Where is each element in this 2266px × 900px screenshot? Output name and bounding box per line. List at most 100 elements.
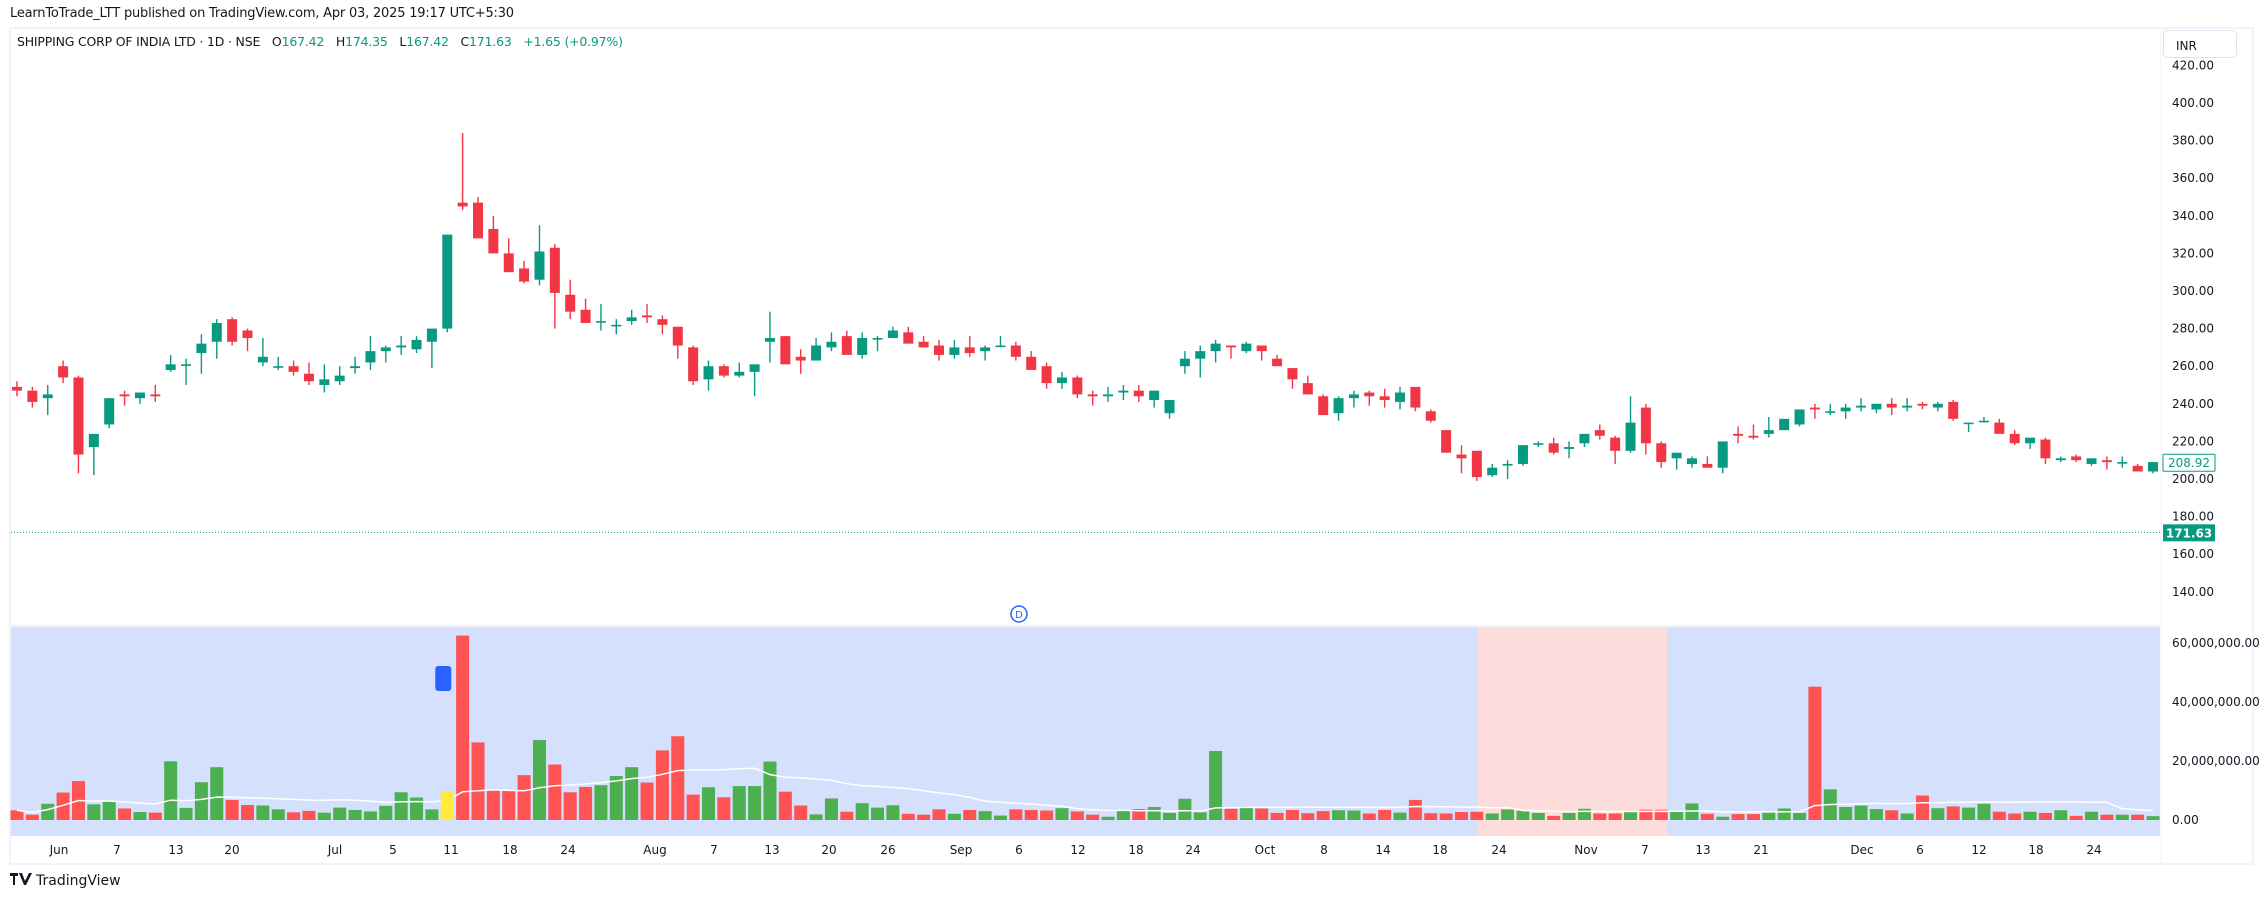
volume-bar[interactable] [1086, 814, 1100, 820]
candle-body[interactable] [227, 319, 238, 342]
candle-body[interactable] [1041, 366, 1052, 384]
candle-body[interactable] [2101, 460, 2112, 463]
candle-body[interactable] [396, 345, 407, 348]
currency-selector[interactable]: INR [2163, 30, 2237, 58]
candle-body[interactable] [1410, 386, 1421, 408]
candle-body[interactable] [1917, 403, 1928, 406]
volume-bar[interactable] [1793, 812, 1807, 820]
candle-body[interactable] [365, 351, 376, 363]
candle-body[interactable] [380, 347, 391, 352]
candle-body[interactable] [934, 345, 945, 355]
volume-bar[interactable] [1408, 799, 1422, 820]
candle-body[interactable] [350, 366, 361, 369]
candle-body[interactable] [473, 202, 484, 239]
candle-body[interactable] [134, 392, 145, 399]
volume-bar[interactable] [194, 782, 208, 820]
candle-body[interactable] [1733, 433, 1744, 436]
candle-body[interactable] [565, 294, 576, 312]
candle-body[interactable] [1149, 390, 1160, 401]
candle-body[interactable] [1302, 383, 1313, 395]
volume-bar[interactable] [1700, 813, 1714, 820]
candle-body[interactable] [1625, 422, 1636, 451]
pane-separator[interactable] [11, 625, 2160, 627]
volume-bar[interactable] [1839, 807, 1853, 820]
event-flag-icon[interactable] [435, 666, 452, 691]
candle-body[interactable] [1364, 392, 1375, 397]
candle-body[interactable] [1840, 407, 1851, 412]
candle-body[interactable] [196, 343, 207, 354]
volume-bar[interactable] [148, 812, 162, 820]
candle-body[interactable] [1517, 445, 1528, 464]
candle-body[interactable] [1702, 463, 1713, 468]
volume-bar[interactable] [778, 791, 792, 820]
volume-bar-highlighted[interactable] [440, 791, 454, 820]
candle-body[interactable] [73, 377, 84, 455]
candle-body[interactable] [1686, 458, 1697, 464]
candle-body[interactable] [1948, 401, 1959, 419]
candle-body[interactable] [1610, 437, 1621, 451]
volume-bar[interactable] [640, 782, 654, 820]
candle-body[interactable] [442, 234, 453, 329]
volume-bar[interactable] [287, 812, 301, 820]
candle-body[interactable] [1579, 433, 1590, 444]
candle-body[interactable] [1809, 407, 1820, 410]
volume-bar[interactable] [87, 804, 101, 820]
candle-body[interactable] [1395, 392, 1406, 402]
candle-body[interactable] [1133, 390, 1144, 397]
candle-body[interactable] [1210, 343, 1221, 352]
volume-bar[interactable] [1132, 809, 1146, 820]
volume-bar[interactable] [471, 742, 485, 820]
candle-body[interactable] [257, 356, 268, 363]
candle-body[interactable] [918, 341, 929, 348]
volume-bar[interactable] [2146, 816, 2160, 820]
candle-body[interactable] [58, 366, 69, 378]
candle-body[interactable] [1471, 450, 1482, 478]
candle-body[interactable] [411, 339, 422, 350]
volume-bar[interactable] [1285, 809, 1299, 820]
candle-body[interactable] [887, 330, 898, 338]
candle-body[interactable] [1548, 443, 1559, 453]
candle-body[interactable] [1487, 467, 1498, 476]
volume-bar[interactable] [56, 792, 70, 820]
candle-body[interactable] [764, 338, 775, 342]
volume-bar[interactable] [1885, 810, 1899, 820]
volume-bar[interactable] [1193, 812, 1207, 820]
volume-bar[interactable] [25, 814, 39, 820]
volume-bar[interactable] [871, 807, 885, 820]
volume-bar[interactable] [794, 805, 808, 820]
candle-body[interactable] [42, 394, 53, 399]
volume-bar[interactable] [1639, 809, 1653, 820]
volume-bar[interactable] [993, 815, 1007, 820]
volume-bar[interactable] [1547, 815, 1561, 820]
dividend-marker-icon[interactable] [1010, 605, 1028, 623]
candle-body[interactable] [242, 330, 253, 338]
volume-bar[interactable] [886, 805, 900, 820]
volume-bar[interactable] [840, 811, 854, 820]
volume-bar[interactable] [625, 767, 639, 820]
candle-body[interactable] [104, 398, 115, 425]
volume-bar[interactable] [1270, 812, 1284, 820]
candle-body[interactable] [1164, 400, 1175, 414]
candle-body[interactable] [1333, 398, 1344, 414]
volume-bar[interactable] [486, 790, 500, 820]
volume-bar[interactable] [1931, 808, 1945, 820]
candle-body[interactable] [811, 345, 822, 361]
volume-bar[interactable] [594, 785, 608, 820]
candle-body[interactable] [319, 379, 330, 385]
candle-body[interactable] [1748, 435, 1759, 438]
candle-body[interactable] [273, 366, 284, 368]
volume-bar[interactable] [978, 811, 992, 820]
volume-bar[interactable] [271, 809, 285, 820]
volume-bar[interactable] [1854, 805, 1868, 820]
candle-body[interactable] [549, 247, 560, 293]
volume-bar[interactable] [2085, 811, 2099, 820]
volume-bar[interactable] [1255, 808, 1269, 820]
volume-bar[interactable] [1501, 809, 1515, 820]
volume-bar[interactable] [1316, 811, 1330, 820]
volume-bar[interactable] [1654, 809, 1668, 820]
volume-bar[interactable] [1454, 812, 1468, 820]
candle-body[interactable] [1256, 345, 1267, 352]
volume-bar[interactable] [333, 807, 347, 820]
candle-body[interactable] [1026, 356, 1037, 370]
candle-body[interactable] [903, 332, 914, 344]
